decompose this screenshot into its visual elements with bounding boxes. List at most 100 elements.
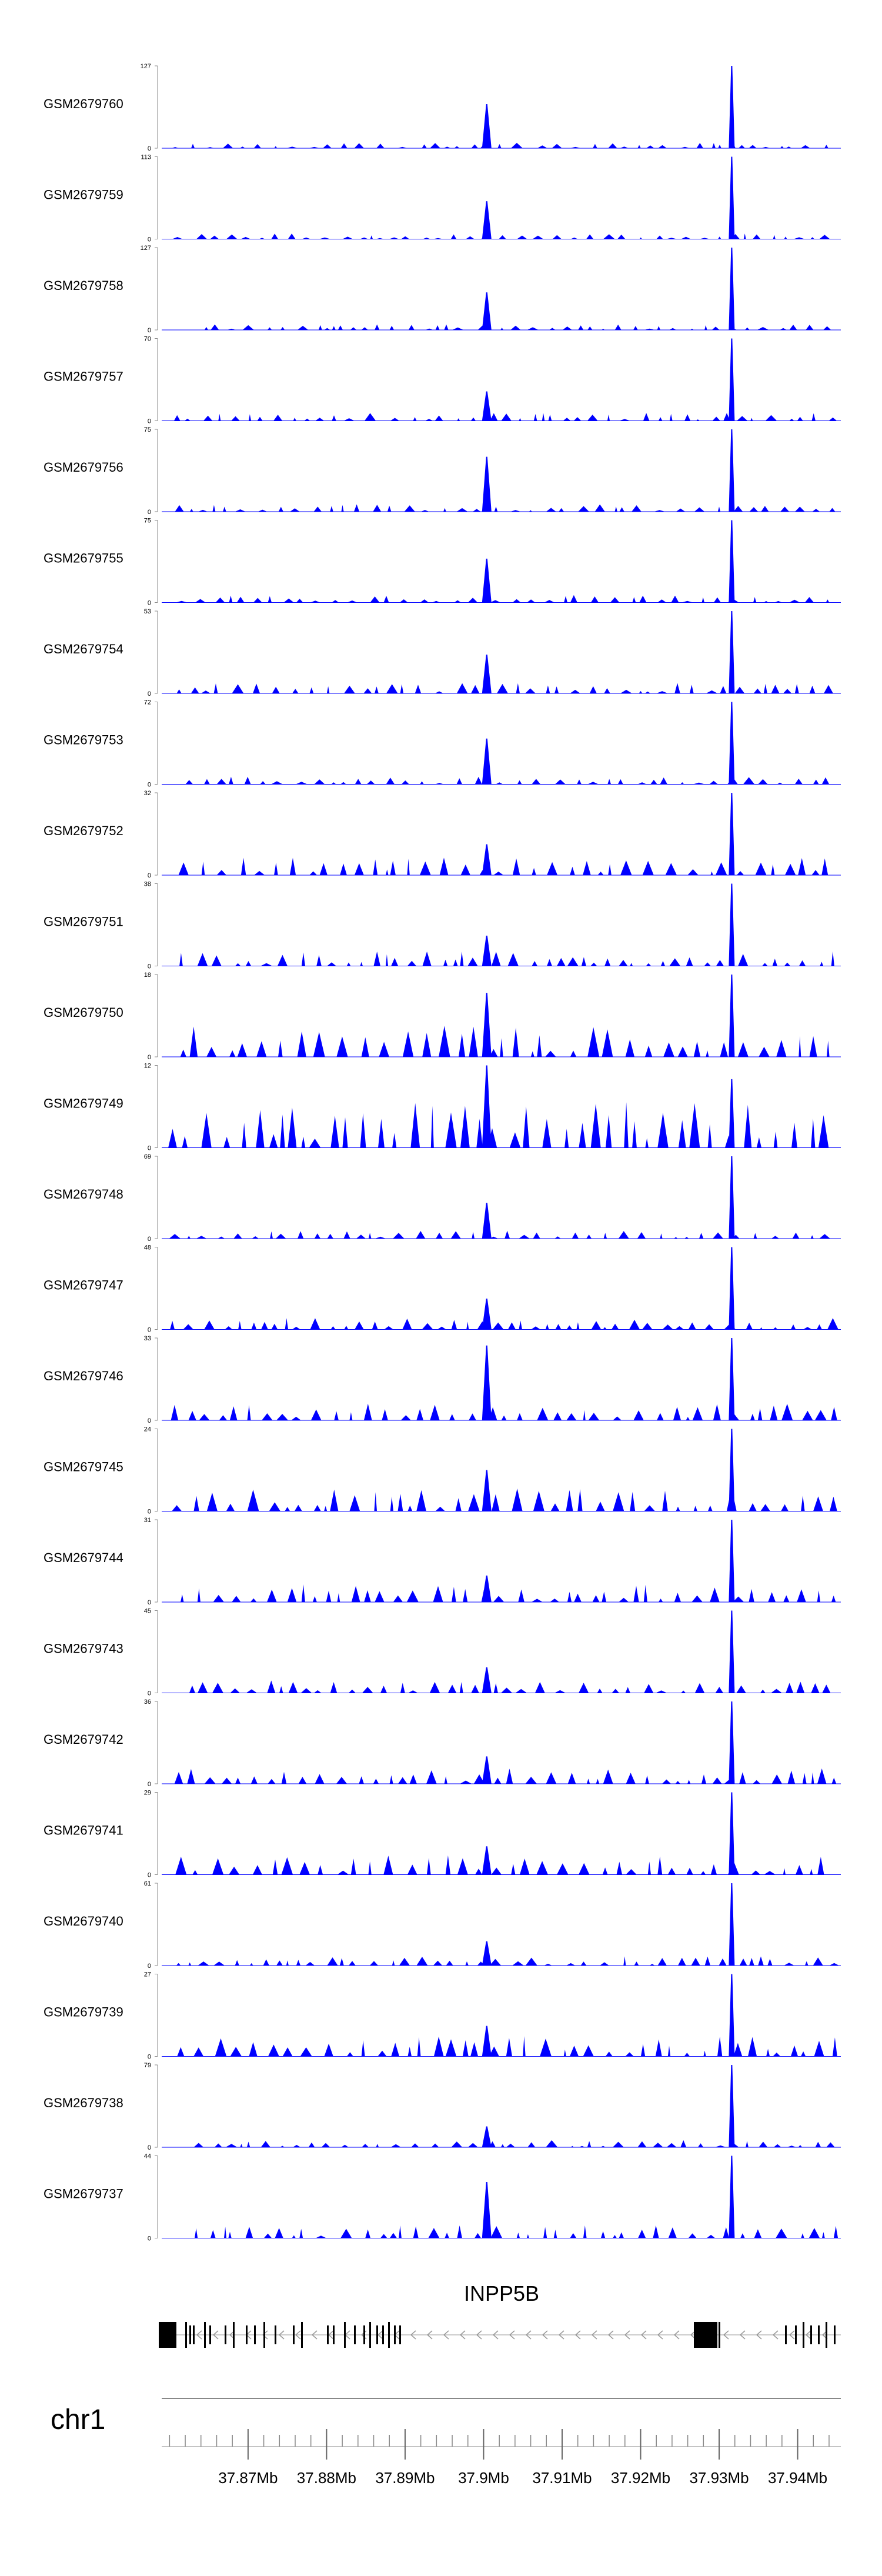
coverage-track: GSM2679743 45 0 xyxy=(44,1608,841,1697)
strand-arrow xyxy=(459,2330,466,2340)
exon-line xyxy=(369,2322,371,2348)
exon-line xyxy=(263,2322,265,2348)
coverage-peak xyxy=(482,1345,492,1420)
coverage-peak xyxy=(482,1846,492,1875)
y-min-label: 0 xyxy=(148,782,151,789)
axis-tick-label: 37.89Mb xyxy=(375,2469,435,2487)
exon-block xyxy=(694,2322,717,2348)
strand-arrow xyxy=(805,2330,811,2340)
coverage-area xyxy=(162,504,841,512)
coverage-peak xyxy=(482,558,492,603)
track-label: GSM2679748 xyxy=(44,1187,123,1202)
coverage-peak xyxy=(729,66,735,148)
coverage-peak xyxy=(482,2126,492,2147)
y-min-label: 0 xyxy=(148,600,151,607)
coverage-peak xyxy=(482,1299,492,1330)
coverage-peak xyxy=(729,156,735,239)
exon-line xyxy=(275,2325,276,2344)
strand-arrow xyxy=(426,2330,433,2340)
coverage-track: GSM2679751 38 0 xyxy=(44,881,841,970)
strand-arrow xyxy=(196,2330,202,2340)
coverage-peak xyxy=(482,1575,492,1602)
coverage-area xyxy=(162,1855,841,1875)
coverage-track: GSM2679750 18 0 xyxy=(44,972,841,1061)
y-max-label: 75 xyxy=(144,426,151,433)
coverage-track: GSM2679742 36 0 xyxy=(44,1699,841,1788)
track-label: GSM2679759 xyxy=(44,188,123,202)
y-min-label: 0 xyxy=(148,1872,151,1879)
coverage-area xyxy=(162,2036,841,2057)
coverage-peak xyxy=(729,2065,735,2147)
y-min-label: 0 xyxy=(148,418,151,425)
exon-line xyxy=(388,2322,390,2348)
track-label: GSM2679750 xyxy=(44,1005,123,1020)
coverage-peak xyxy=(482,2182,492,2238)
y-max-label: 32 xyxy=(144,790,151,797)
y-max-label: 36 xyxy=(144,1699,151,1706)
coverage-peak xyxy=(482,993,492,1057)
track-label: GSM2679741 xyxy=(44,1823,123,1838)
coverage-track: GSM2679746 33 0 xyxy=(44,1335,841,1424)
coverage-track: GSM2679758 127 0 xyxy=(44,245,841,334)
track-label: GSM2679751 xyxy=(44,915,123,929)
coverage-peak xyxy=(729,429,735,512)
exon-line xyxy=(826,2322,827,2348)
coverage-peak xyxy=(729,1520,735,1602)
exon-line xyxy=(803,2322,804,2348)
track-label: GSM2679758 xyxy=(44,278,123,293)
coverage-area xyxy=(162,1487,841,1511)
y-max-label: 113 xyxy=(141,154,151,161)
coverage-peak xyxy=(482,2026,492,2057)
coverage-area xyxy=(162,1318,841,1330)
strand-arrow xyxy=(509,2330,515,2340)
track-label: GSM2679745 xyxy=(44,1460,123,1474)
y-min-label: 0 xyxy=(148,1145,151,1152)
y-min-label: 0 xyxy=(148,236,151,243)
strand-arrow xyxy=(591,2330,597,2340)
strand-arrow xyxy=(640,2330,647,2340)
coverage-peak xyxy=(482,1203,492,1239)
exon-line xyxy=(785,2325,787,2344)
y-max-label: 27 xyxy=(144,1971,151,1978)
y-min-label: 0 xyxy=(148,872,151,879)
exon-line xyxy=(246,2325,248,2344)
axis-tick-label: 37.94Mb xyxy=(768,2469,827,2487)
exon-line xyxy=(189,2325,191,2344)
track-label: GSM2679743 xyxy=(44,1641,123,1656)
y-max-label: 45 xyxy=(144,1608,151,1615)
strand-arrow xyxy=(212,2330,219,2340)
coverage-area xyxy=(162,2225,841,2238)
exon-line xyxy=(327,2325,329,2344)
y-min-label: 0 xyxy=(148,690,151,698)
strand-arrow xyxy=(673,2330,680,2340)
exon-line xyxy=(301,2322,303,2348)
exon-line xyxy=(363,2325,365,2344)
coverage-track: GSM2679739 27 0 xyxy=(44,1971,841,2061)
coverage-area xyxy=(162,324,841,330)
y-min-label: 0 xyxy=(148,2054,151,2061)
track-label: GSM2679755 xyxy=(44,551,123,566)
exon-line xyxy=(193,2325,195,2344)
coverage-area xyxy=(162,1403,841,1420)
coverage-peak xyxy=(482,654,492,693)
y-max-label: 18 xyxy=(144,972,151,979)
y-min-label: 0 xyxy=(148,1417,151,1424)
track-label: GSM2679747 xyxy=(44,1278,123,1293)
y-min-label: 0 xyxy=(148,1327,151,1334)
coverage-area xyxy=(162,413,841,421)
exon-line xyxy=(204,2322,206,2348)
coverage-track: GSM2679744 31 0 xyxy=(44,1517,841,1606)
y-min-label: 0 xyxy=(148,327,151,334)
exon-line xyxy=(394,2325,396,2344)
coverage-track: GSM2679749 12 0 xyxy=(44,1063,841,1152)
exon-line xyxy=(354,2325,356,2344)
y-max-label: 12 xyxy=(144,1063,151,1070)
coverage-track: GSM2679754 53 0 xyxy=(44,608,841,698)
y-max-label: 24 xyxy=(144,1426,151,1433)
coverage-track: GSM2679737 44 0 xyxy=(44,2153,841,2243)
y-max-label: 53 xyxy=(144,608,151,615)
exon-line xyxy=(795,2325,797,2344)
strand-arrow xyxy=(756,2330,762,2340)
y-max-label: 33 xyxy=(144,1335,151,1342)
strand-arrow xyxy=(558,2330,564,2340)
